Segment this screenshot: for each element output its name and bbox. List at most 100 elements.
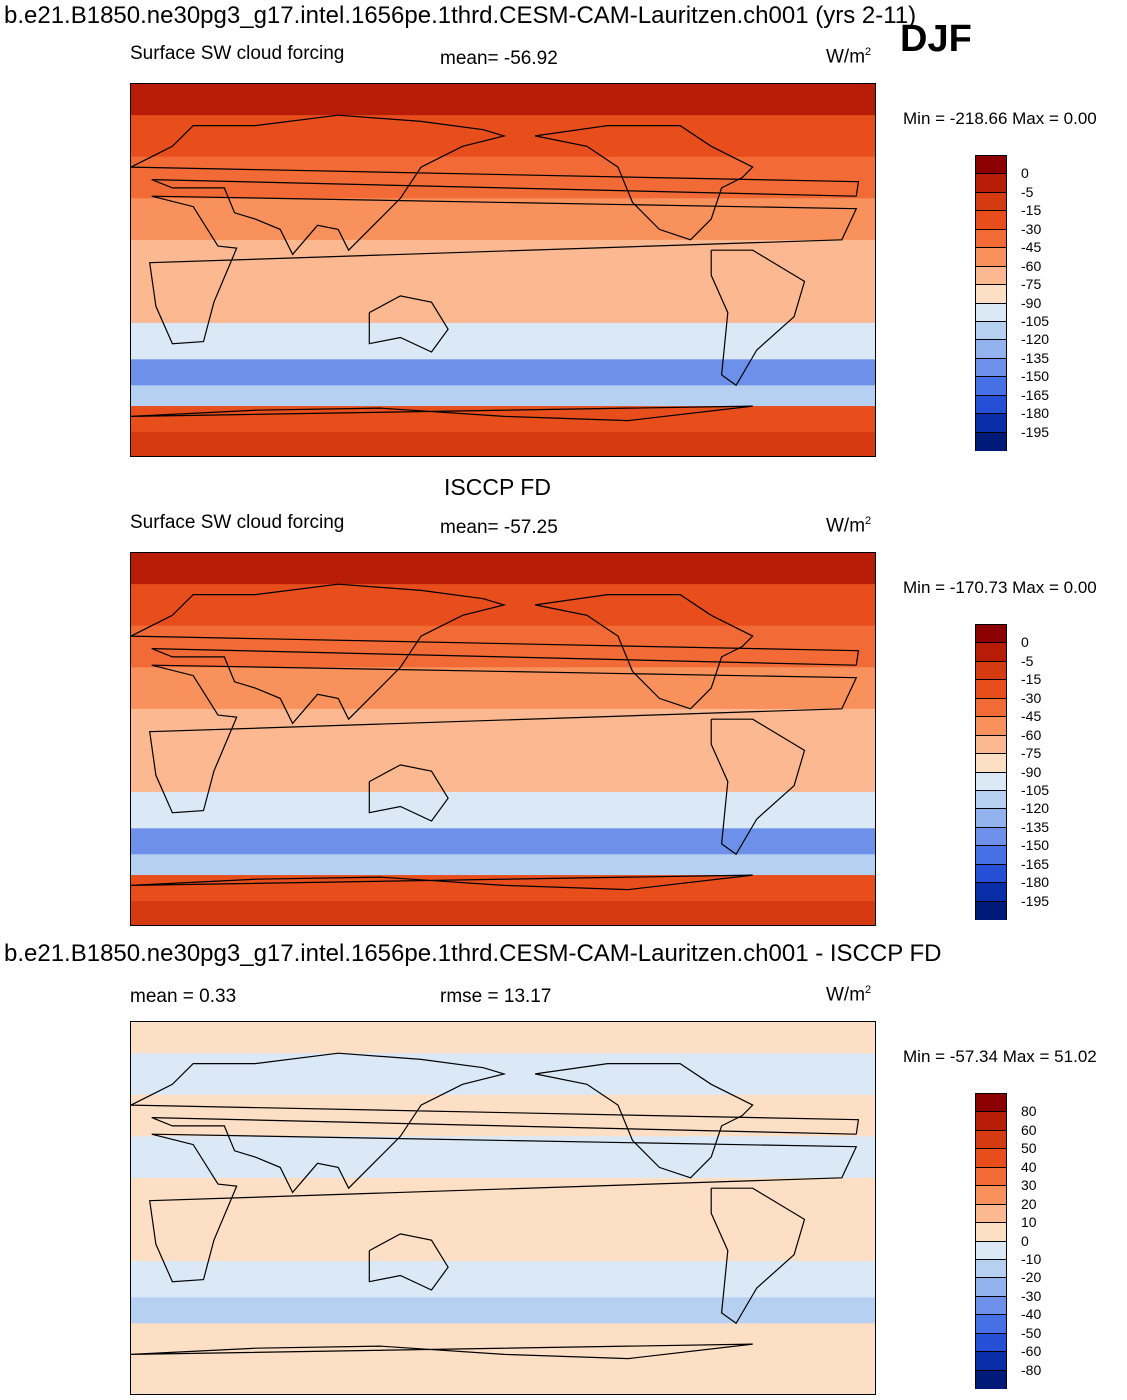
panel1-minmax: Min = -218.66 Max = 0.00	[903, 109, 1097, 128]
colorbar-label: 0	[1021, 634, 1029, 651]
colorbar-swatch	[975, 247, 1007, 267]
coastline	[149, 664, 858, 814]
colorbar-label: -60	[1021, 726, 1042, 743]
colorbar-swatch	[975, 716, 1007, 736]
colorbar-label: 40	[1021, 1158, 1037, 1175]
panel3-units: W/m2	[826, 984, 872, 1006]
colorbar-swatch	[975, 173, 1007, 193]
coastline	[710, 718, 806, 856]
colorbar-label: -45	[1021, 239, 1042, 256]
colorbar-swatch	[975, 734, 1007, 754]
field-band	[131, 1260, 875, 1298]
field-band	[131, 322, 875, 360]
colorbar-label: -180	[1021, 405, 1050, 422]
colorbar-label: -150	[1021, 368, 1050, 385]
field-band	[131, 791, 875, 829]
panel2-map	[130, 552, 876, 926]
coastline	[534, 124, 754, 241]
field-band	[131, 359, 875, 386]
field-band	[131, 1136, 875, 1179]
colorbar-swatch	[975, 1129, 1007, 1149]
colorbar-swatch	[975, 900, 1007, 920]
field-band	[131, 750, 875, 793]
colorbar-label: -105	[1021, 781, 1050, 798]
panel3-minmax: Min = -57.34 Max = 51.02	[903, 1047, 1097, 1066]
panel2-map-svg	[131, 553, 875, 925]
colorbar-swatch	[975, 845, 1007, 865]
colorbar-label: -5	[1021, 652, 1034, 669]
coastline	[534, 593, 754, 710]
colorbar-swatch	[975, 1222, 1007, 1241]
colorbar-swatch	[975, 660, 1007, 680]
field-band	[131, 385, 875, 407]
colorbar-label: 30	[1021, 1177, 1037, 1194]
colorbar-swatch	[975, 697, 1007, 717]
field-band	[131, 854, 875, 876]
colorbar-label: -75	[1021, 276, 1042, 293]
colorbar-label: 50	[1021, 1140, 1037, 1157]
coastline	[131, 1052, 860, 1194]
colorbar-label: -10	[1021, 1250, 1042, 1267]
coastline	[368, 764, 449, 822]
colorbar-swatch	[975, 1369, 1007, 1389]
coastline	[131, 874, 753, 891]
field-band	[131, 553, 875, 585]
colorbar-swatch	[975, 1332, 1007, 1352]
panel1-variable: Surface SW cloud forcing	[130, 43, 345, 64]
colorbar-label: -90	[1021, 294, 1042, 311]
colorbar-swatch	[975, 679, 1007, 699]
colorbar-swatch	[975, 624, 1007, 643]
model-title: b.e21.B1850.ne30pg3_g17.intel.1656pe.1th…	[4, 2, 917, 29]
colorbar-swatch	[975, 413, 1007, 433]
panel1-mean: mean= -56.92	[440, 48, 558, 69]
panel1-map	[130, 83, 876, 457]
colorbar-swatch	[975, 376, 1007, 396]
colorbar-label: -150	[1021, 837, 1050, 854]
panel3-rmse: rmse = 13.17	[440, 986, 552, 1007]
colorbar-label: -105	[1021, 312, 1050, 329]
colorbar-swatch	[975, 155, 1007, 174]
panel2-variable: Surface SW cloud forcing	[130, 512, 345, 533]
panel2-units: W/m2	[826, 515, 872, 537]
colorbar-swatch	[975, 808, 1007, 828]
colorbar-label: -135	[1021, 818, 1050, 835]
colorbar-label: -165	[1021, 855, 1050, 872]
field-band	[131, 1022, 875, 1054]
panel3-colorbar: 80 60 50 40 30 20 10 0 -10 -20 -30 -40 -50 -60 -80	[975, 1093, 1065, 1389]
colorbar-label: -45	[1021, 708, 1042, 725]
field-band	[131, 281, 875, 324]
colorbar-swatch	[975, 210, 1007, 230]
colorbar-swatch	[975, 339, 1007, 359]
colorbar-label: -180	[1021, 874, 1050, 891]
colorbar-swatch	[975, 1111, 1007, 1131]
colorbar-label: -135	[1021, 349, 1050, 366]
colorbar-label: 0	[1021, 165, 1029, 182]
field-band	[131, 1177, 875, 1220]
field-band	[131, 1323, 875, 1345]
panel1-units: W/m2	[826, 46, 872, 68]
colorbar-swatch	[975, 753, 1007, 772]
panel3-mean: mean = 0.33	[130, 986, 237, 1007]
colorbar-swatch	[975, 882, 1007, 902]
diff-title: b.e21.B1850.ne30pg3_g17.intel.1656pe.1th…	[4, 940, 942, 967]
colorbar-swatch	[975, 1277, 1007, 1297]
panel2-minmax: Min = -170.73 Max = 0.00	[903, 578, 1097, 597]
colorbar-swatch	[975, 826, 1007, 846]
colorbar-label: -50	[1021, 1324, 1042, 1341]
panel3-map	[130, 1021, 876, 1395]
colorbar-label: 60	[1021, 1121, 1037, 1138]
panel2-dataset-title: ISCCP FD	[444, 474, 551, 500]
coastline	[710, 1187, 806, 1325]
colorbar-label: -30	[1021, 1287, 1042, 1304]
colorbar-label: -195	[1021, 892, 1050, 909]
colorbar-label: 10	[1021, 1214, 1037, 1231]
colorbar-swatch	[975, 863, 1007, 883]
colorbar-swatch	[975, 357, 1007, 377]
coastline	[368, 1233, 449, 1291]
colorbar-swatch	[975, 1258, 1007, 1278]
colorbar-swatch	[975, 191, 1007, 211]
colorbar-swatch	[975, 320, 1007, 340]
colorbar-swatch	[975, 1148, 1007, 1168]
field-band	[131, 239, 875, 282]
coastline	[131, 114, 860, 256]
